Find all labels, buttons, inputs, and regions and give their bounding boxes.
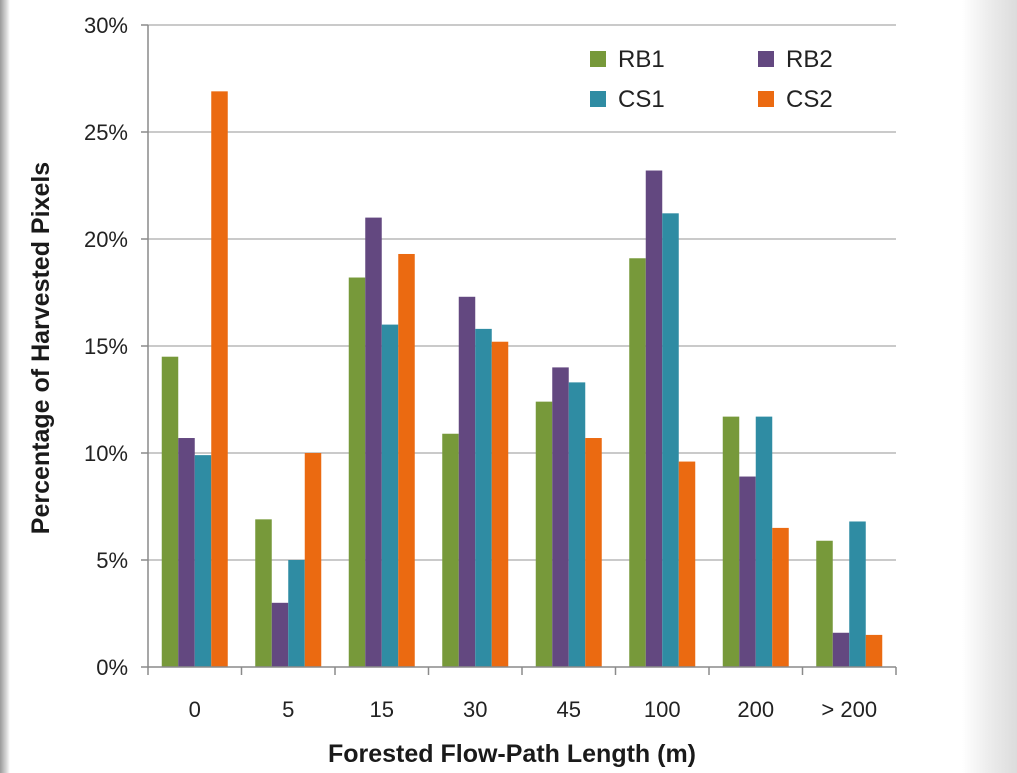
bar-RB2-6 bbox=[739, 476, 756, 667]
bar-CS2-6 bbox=[772, 527, 789, 667]
y-tick-label: 5% bbox=[96, 548, 128, 573]
bar-RB2-1 bbox=[271, 602, 289, 667]
legend-swatch-RB1 bbox=[590, 51, 606, 67]
legend-swatch-CS2 bbox=[758, 91, 774, 107]
bar-CS1-6 bbox=[755, 416, 773, 667]
bar-RB2-3 bbox=[458, 296, 476, 667]
legend-label-CS2: CS2 bbox=[786, 86, 833, 113]
legend-swatch-RB2 bbox=[758, 51, 774, 67]
y-axis-label: Percentage of Harvested Pixels bbox=[27, 162, 55, 534]
bar-CS2-0 bbox=[211, 91, 228, 668]
bar-RB1-4 bbox=[535, 401, 553, 667]
bars bbox=[161, 91, 883, 668]
bar-RB1-6 bbox=[722, 416, 740, 667]
bar-CS1-5 bbox=[662, 213, 679, 667]
bar-CS2-4 bbox=[585, 438, 602, 667]
x-tick-label: 15 bbox=[370, 697, 394, 722]
x-tick-label: 0 bbox=[189, 697, 201, 722]
bar-CS2-7 bbox=[865, 634, 883, 667]
legend-label-RB1: RB1 bbox=[618, 46, 665, 73]
left-edge-shadow bbox=[0, 0, 10, 773]
y-tick-label: 15% bbox=[84, 334, 128, 359]
bar-RB2-5 bbox=[645, 170, 663, 667]
bar-RB1-5 bbox=[629, 258, 646, 667]
x-tick-label: 100 bbox=[644, 697, 681, 722]
x-tick-label: 5 bbox=[282, 697, 294, 722]
bar-RB2-4 bbox=[552, 367, 569, 667]
bar-CS1-7 bbox=[849, 521, 866, 667]
y-tick-label: 0% bbox=[96, 655, 128, 680]
bar-CS1-4 bbox=[568, 382, 586, 667]
x-tick-label: > 200 bbox=[821, 697, 877, 722]
bar-RB1-0 bbox=[161, 356, 179, 667]
bar-CS2-3 bbox=[491, 341, 509, 667]
bar-CS2-5 bbox=[678, 461, 696, 667]
legend: RB1 RB2 CS1 CS2 bbox=[590, 46, 833, 113]
x-tick-label: 30 bbox=[463, 697, 487, 722]
bar-RB1-2 bbox=[348, 277, 366, 667]
y-tick-label: 25% bbox=[84, 120, 128, 145]
y-tick-label: 20% bbox=[84, 227, 128, 252]
bar-CS2-1 bbox=[304, 453, 322, 667]
bar-RB2-7 bbox=[832, 632, 850, 667]
y-tick-label: 30% bbox=[84, 13, 128, 38]
bar-CS1-2 bbox=[381, 324, 399, 667]
x-axis-label: Forested Flow-Path Length (m) bbox=[328, 740, 696, 768]
x-tick-label: 200 bbox=[737, 697, 774, 722]
gridlines bbox=[148, 24, 896, 561]
bar-RB2-2 bbox=[365, 217, 382, 667]
bar-RB1-7 bbox=[816, 540, 833, 667]
x-tick-labels: 0 5 15 30 45 100 200 > 200 bbox=[189, 697, 877, 722]
y-tick-label: 10% bbox=[84, 441, 128, 466]
legend-swatch-CS1 bbox=[590, 91, 606, 107]
y-tick-labels: 0% 5% 10% 15% 20% 25% 30% bbox=[84, 13, 148, 680]
right-edge-shadow bbox=[962, 0, 1017, 773]
bar-RB1-3 bbox=[442, 433, 459, 667]
bar-RB1-1 bbox=[255, 519, 272, 667]
legend-label-RB2: RB2 bbox=[786, 46, 833, 73]
bar-CS1-0 bbox=[194, 455, 212, 667]
bar-CS1-1 bbox=[288, 560, 305, 667]
bar-RB2-0 bbox=[178, 438, 195, 667]
legend-label-CS1: CS1 bbox=[618, 86, 665, 113]
bar-CS2-2 bbox=[398, 253, 415, 668]
bar-CS1-3 bbox=[475, 328, 492, 667]
x-tick-label: 45 bbox=[557, 697, 581, 722]
